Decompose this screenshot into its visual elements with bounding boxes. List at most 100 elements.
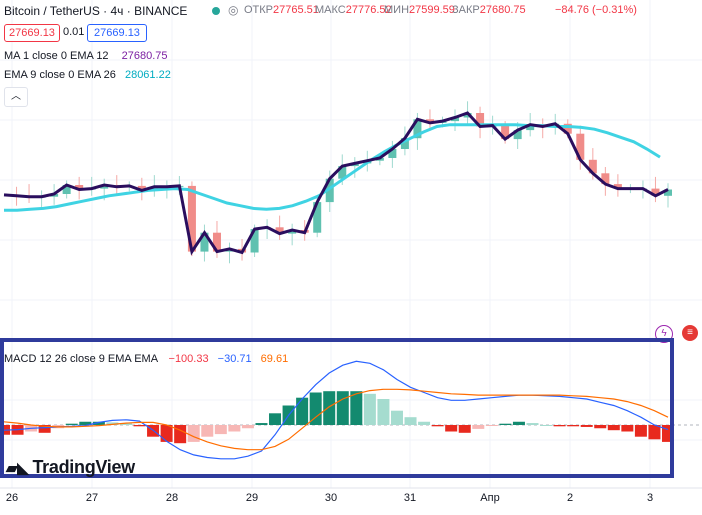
macd-hist-bar	[594, 425, 607, 429]
candle-body	[413, 119, 422, 139]
status-dot-icon	[212, 7, 220, 15]
ma-indicator-legend[interactable]: MA 1 close 0 EMA 12 27680.75	[4, 50, 168, 62]
candle-body	[563, 123, 572, 134]
flag-icon[interactable]: ≡	[682, 325, 698, 341]
macd-hist-bar	[621, 425, 634, 432]
eye-icon[interactable]: ◎	[228, 3, 239, 17]
ohlc-change: −84.76 (−0.31%)	[555, 4, 637, 16]
candles-layer	[12, 101, 672, 264]
candle-body	[200, 232, 209, 252]
macd-hist-bar	[119, 423, 132, 425]
candle-body	[513, 130, 522, 140]
ma-line	[3, 111, 669, 256]
ohlc-open: ОТКР27765.51	[244, 4, 319, 16]
candle-body	[576, 133, 585, 160]
macd-hist-value: −100.33	[168, 353, 209, 365]
candle-body	[100, 185, 109, 189]
tradingview-logo[interactable]: ▰◣ TradingView	[6, 457, 135, 478]
macd-hist-bar	[418, 421, 431, 425]
macd-hist-bar	[133, 425, 146, 427]
candle-body	[212, 232, 221, 252]
ema-indicator-legend[interactable]: EMA 9 close 0 EMA 26 28061.22	[4, 69, 171, 81]
x-tick-label: 27	[85, 492, 99, 504]
candle-body	[463, 113, 472, 118]
macd-hist-bar	[350, 391, 363, 425]
macd-line	[3, 360, 669, 460]
macd-hist-bar	[228, 425, 241, 432]
candle-body	[613, 184, 622, 189]
candle-body	[601, 173, 610, 185]
macd-hist-bar	[540, 425, 553, 426]
macd-hist-bar	[92, 421, 105, 425]
macd-hist-bar	[607, 425, 620, 431]
ohlc-high: МАКС27776.52	[315, 4, 392, 16]
macd-hist-bar	[214, 425, 227, 435]
macd-hist-bar	[363, 393, 376, 425]
candle-body	[338, 166, 347, 179]
candle-body	[388, 149, 397, 158]
macd-hist-bar	[499, 423, 512, 425]
buy-price-button[interactable]: 27669.13	[87, 24, 147, 42]
macd-hist-bar	[485, 425, 498, 426]
macd-hist-bar	[567, 425, 580, 427]
macd-label: MACD 12 26 close 9 EMA EMA	[4, 353, 158, 365]
x-tick-label: 26	[5, 492, 19, 504]
macd-hist-bar	[390, 410, 403, 425]
candle-body	[75, 185, 84, 190]
ohlc-low: МИН27599.59	[384, 4, 455, 16]
signal-line	[3, 388, 669, 451]
macd-hist-bar	[296, 397, 309, 425]
macd-hist-bar	[106, 422, 119, 425]
candle-body	[400, 138, 409, 149]
candle-body	[288, 230, 297, 234]
candle-body	[187, 185, 196, 252]
candle-body	[664, 189, 672, 196]
macd-line-value: −30.71	[217, 353, 252, 365]
macd-hist-bar	[65, 423, 78, 425]
macd-hist-bar	[634, 425, 647, 437]
macd-hist-bar	[241, 425, 254, 429]
candle-body	[651, 188, 660, 196]
candle-body	[526, 124, 535, 131]
ma-label: MA 1 close 0 EMA 12	[4, 50, 109, 62]
candle-body	[451, 117, 460, 122]
macd-hist-bar	[160, 425, 173, 442]
chart-header: Bitcoin / TetherUS · 4ч · BINANCE ◎ ОТКР…	[0, 0, 702, 22]
indicator-lines-layer	[3, 111, 669, 256]
macd-legend[interactable]: MACD 12 26 close 9 EMA EMA −100.33 −30.7…	[4, 353, 288, 365]
x-tick-label: 31	[403, 492, 417, 504]
x-tick-label: 3	[646, 492, 654, 504]
chevron-up-icon[interactable]: ︿	[4, 87, 28, 107]
ma-value: 27680.75	[121, 50, 168, 62]
macd-hist-bar	[431, 425, 444, 427]
macd-hist-bar	[201, 425, 214, 437]
macd-layer	[0, 360, 674, 460]
candle-body	[275, 227, 284, 234]
tradingview-logo-icon: ▰◣	[6, 460, 29, 477]
candle-body	[250, 229, 259, 253]
macd-panel-frame	[0, 338, 674, 478]
macd-hist-bar	[336, 391, 349, 425]
macd-hist-bar	[79, 421, 92, 425]
ema-value: 28061.22	[124, 69, 171, 81]
macd-hist-bar	[553, 425, 566, 427]
macd-hist-bar	[404, 417, 417, 425]
x-tick-label: 30	[324, 492, 338, 504]
macd-hist-bar	[472, 425, 485, 429]
candle-body	[325, 178, 334, 203]
macd-hist-bar	[526, 423, 539, 425]
symbol-title[interactable]: Bitcoin / TetherUS · 4ч · BINANCE	[4, 4, 188, 18]
macd-hist-bar	[377, 399, 390, 425]
candle-body	[501, 125, 510, 140]
ema-label: EMA 9 close 0 EMA 26	[4, 69, 116, 81]
sell-price-button[interactable]: 27669.13	[4, 24, 60, 42]
lightning-icon[interactable]: ϟ	[655, 325, 673, 343]
macd-hist-bar	[648, 425, 661, 440]
x-tick-label: 2	[566, 492, 574, 504]
macd-hist-bar	[445, 425, 458, 432]
macd-signal-value: 69.61	[260, 353, 289, 365]
macd-hist-bar	[512, 421, 525, 425]
logo-text: TradingView	[32, 457, 135, 477]
candle-body	[137, 185, 146, 191]
